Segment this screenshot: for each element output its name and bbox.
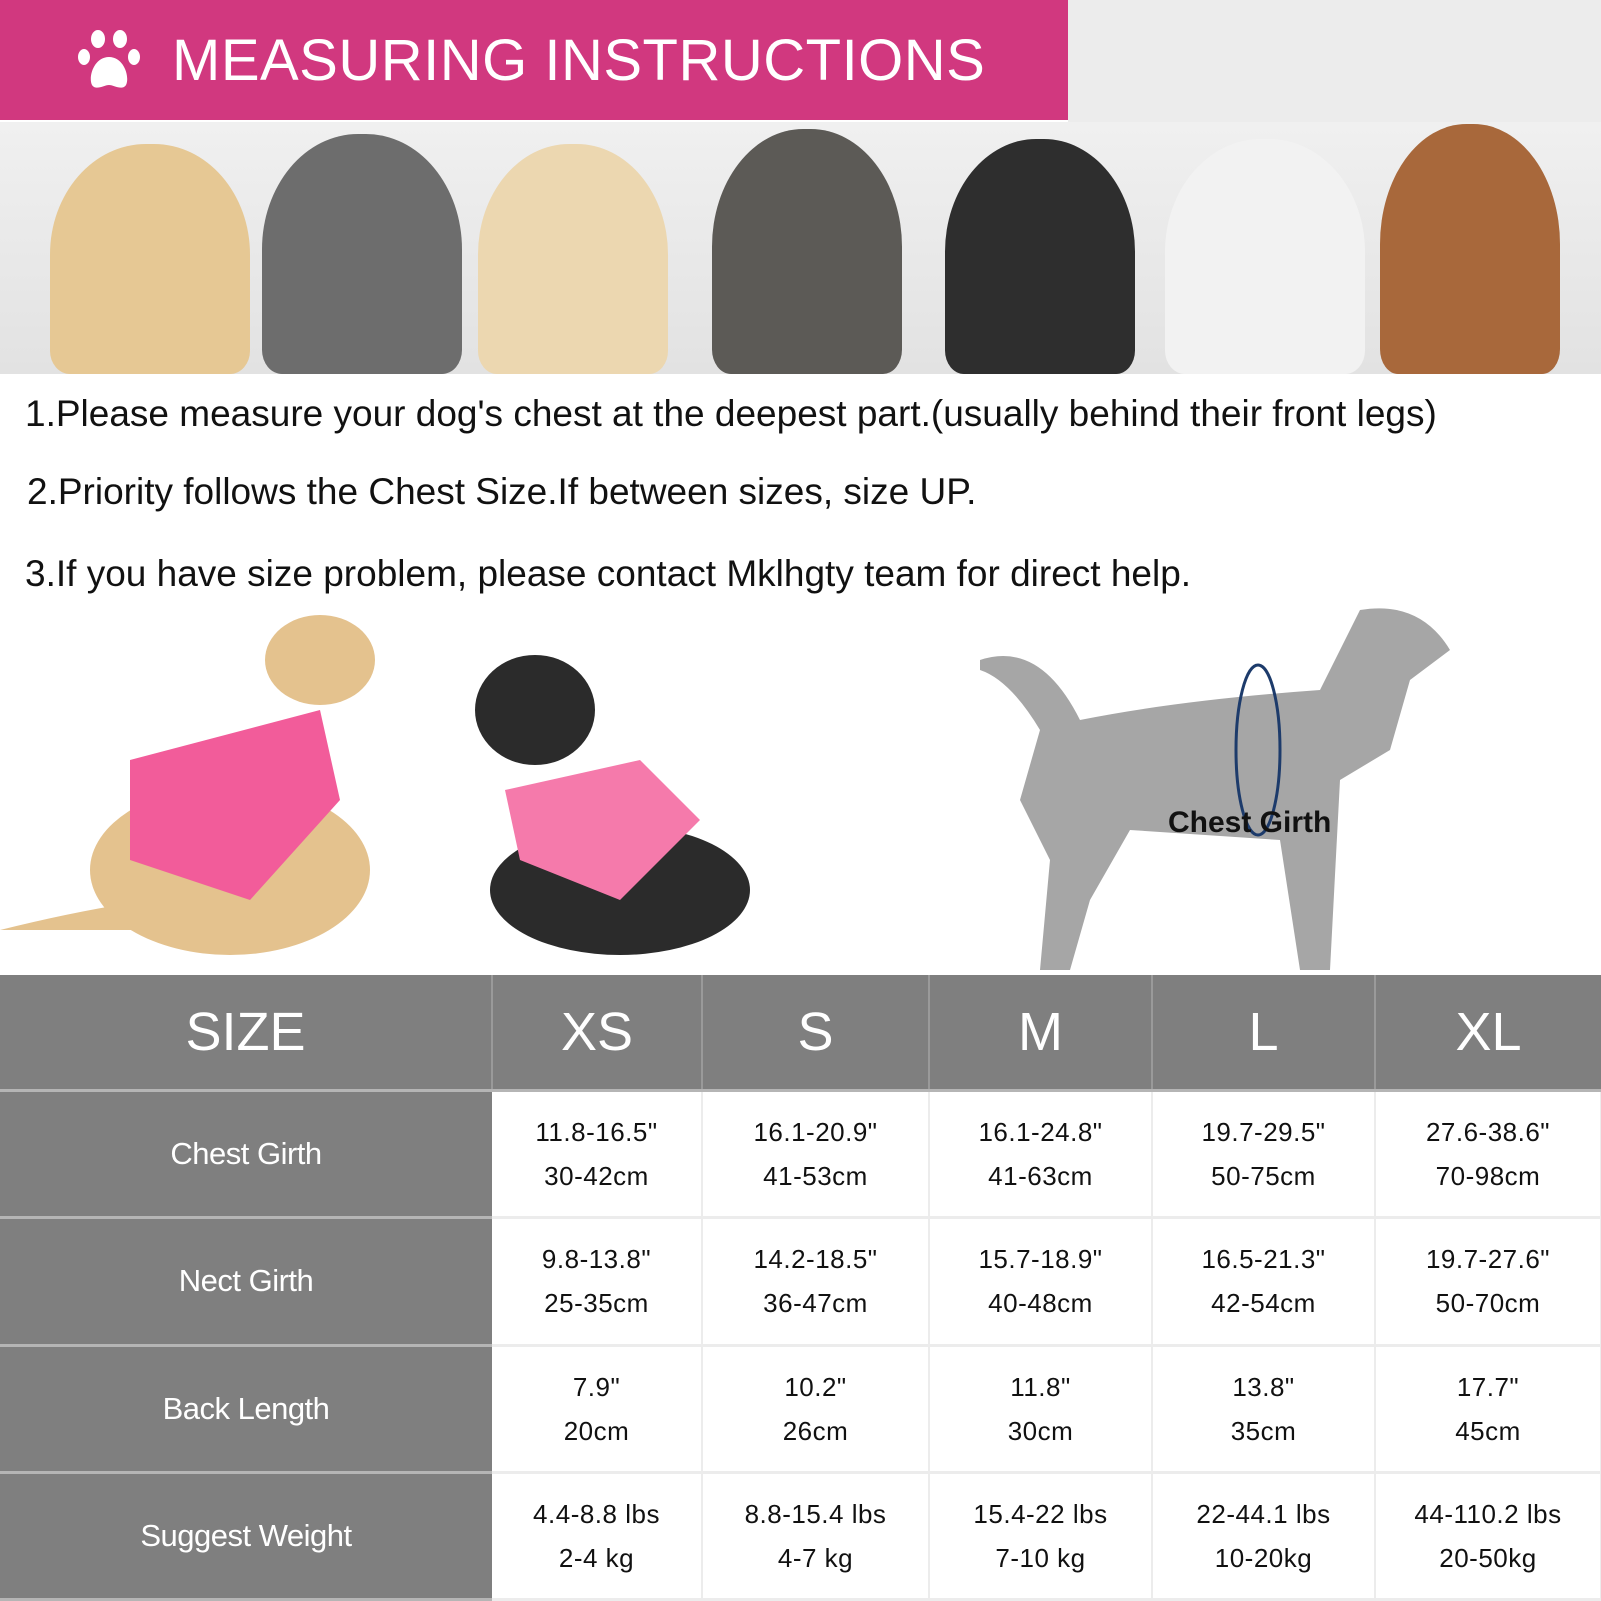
column-header: SIZE <box>0 975 493 1092</box>
chest-girth-label: Chest Girth <box>1168 806 1331 839</box>
dog-photo <box>1165 139 1365 374</box>
table-cell: 13.8" 35cm <box>1152 1345 1376 1474</box>
metric-value: 20-50kg <box>1439 1542 1537 1573</box>
imperial-value: 22-44.1 lbs <box>1196 1498 1331 1529</box>
imperial-value: 4.4-8.8 lbs <box>533 1498 660 1529</box>
imperial-value: 8.8-15.4 lbs <box>744 1498 887 1529</box>
imperial-value: 16.1-20.9" <box>753 1117 878 1148</box>
table-cell: 7.9" 20cm <box>492 1345 703 1474</box>
metric-value: 40-48cm <box>988 1288 1093 1319</box>
table-cell: 8.8-15.4 lbs 4-7 kg <box>702 1472 930 1601</box>
table-cell: 19.7-29.5" 50-75cm <box>1152 1090 1376 1220</box>
column-header: M <box>929 975 1153 1092</box>
imperial-value: 19.7-27.6" <box>1425 1244 1551 1275</box>
metric-value: 35cm <box>1230 1415 1297 1446</box>
instruction-3: 3.If you have size problem, please conta… <box>25 553 1192 594</box>
table-cell: 15.7-18.9" 40-48cm <box>929 1217 1153 1347</box>
table-cell: 44-110.2 lbs 20-50kg <box>1375 1472 1601 1601</box>
metric-value: 10-20kg <box>1214 1542 1313 1573</box>
size-table: SIZE XS S M L XL Chest Girth 11.8-16.5" 30… <box>0 975 1601 1601</box>
imperial-value: 16.1-24.8" <box>978 1117 1103 1148</box>
metric-value: 70-98cm <box>1435 1161 1541 1192</box>
dog-photo <box>1380 124 1560 374</box>
table-row: Back Length 7.9" 20cm 10.2" 26cm 11.8" 30cm 13.… <box>0 1345 1601 1474</box>
metric-value: 25-35cm <box>544 1288 649 1319</box>
metric-value: 50-75cm <box>1211 1161 1316 1192</box>
metric-value: 2-4 kg <box>558 1542 635 1573</box>
metric-value: 4-7 kg <box>777 1542 854 1573</box>
metric-value: 20cm <box>563 1415 630 1446</box>
instruction-1: 1.Please measure your dog's chest at the… <box>25 393 1437 434</box>
imperial-value: 11.8" <box>1010 1371 1071 1402</box>
table-cell: 4.4-8.8 lbs 2-4 kg <box>492 1472 703 1601</box>
imperial-value: 15.4-22 lbs <box>973 1498 1108 1529</box>
imperial-value: 27.6-38.6" <box>1425 1117 1551 1148</box>
imperial-value: 19.7-29.5" <box>1201 1117 1326 1148</box>
table-cell: 10.2" 26cm <box>702 1345 930 1474</box>
metric-value: 30-42cm <box>544 1161 649 1192</box>
imperial-value: 15.7-18.9" <box>978 1244 1103 1275</box>
table-cell: 19.7-27.6" 50-70cm <box>1375 1217 1601 1347</box>
table-cell: 16.1-20.9" 41-53cm <box>702 1090 930 1220</box>
paw-icon <box>78 30 140 88</box>
size-table-header: SIZE XS S M L XL <box>0 975 1601 1092</box>
dog-photo-strip <box>0 122 1601 374</box>
metric-value: 30cm <box>1007 1415 1074 1446</box>
column-header: S <box>702 975 930 1092</box>
row-label: Back Length <box>0 1345 492 1474</box>
row-label: Suggest Weight <box>0 1472 492 1601</box>
table-row: Chest Girth 11.8-16.5" 30-42cm 16.1-20.9" 41… <box>0 1090 1601 1220</box>
column-header: XS <box>492 975 703 1092</box>
dog-photo <box>712 129 902 374</box>
metric-value: 26cm <box>782 1415 849 1446</box>
metric-value: 42-54cm <box>1211 1288 1316 1319</box>
imperial-value: 11.8-16.5" <box>535 1117 658 1148</box>
table-cell: 27.6-38.6" 70-98cm <box>1375 1090 1601 1220</box>
table-cell: 16.5-21.3" 42-54cm <box>1152 1217 1376 1347</box>
table-cell: 22-44.1 lbs 10-20kg <box>1152 1472 1376 1601</box>
dog-photo <box>478 144 668 374</box>
imperial-value: 14.2-18.5" <box>753 1244 878 1275</box>
metric-value: 7-10 kg <box>995 1542 1086 1573</box>
table-row: Suggest Weight 4.4-8.8 lbs 2-4 kg 8.8-15.4 … <box>0 1472 1601 1601</box>
column-header: L <box>1152 975 1376 1092</box>
dog-photo <box>262 134 462 374</box>
imperial-value: 9.8-13.8" <box>541 1244 652 1275</box>
imperial-value: 13.8" <box>1232 1371 1295 1402</box>
dog-photo <box>945 139 1135 374</box>
instruction-2: 2.Priority follows the Chest Size.If bet… <box>27 471 977 512</box>
imperial-value: 44-110.2 lbs <box>1414 1498 1562 1529</box>
table-cell: 14.2-18.5" 36-47cm <box>702 1217 930 1347</box>
table-cell: 17.7" 45cm <box>1375 1345 1601 1474</box>
metric-value: 41-63cm <box>988 1161 1093 1192</box>
column-header: XL <box>1375 975 1601 1092</box>
metric-value: 36-47cm <box>763 1288 868 1319</box>
page-title: MEASURING INSTRUCTIONS <box>172 27 986 93</box>
banner-background <box>1068 0 1601 125</box>
table-cell: 16.1-24.8" 41-63cm <box>929 1090 1153 1220</box>
row-label: Chest Girth <box>0 1090 492 1220</box>
imperial-value: 16.5-21.3" <box>1201 1244 1326 1275</box>
dogs-wearing-life-vest-photo <box>0 615 750 955</box>
metric-value: 45cm <box>1455 1415 1521 1446</box>
table-cell: 11.8-16.5" 30-42cm <box>492 1090 703 1220</box>
table-cell: 11.8" 30cm <box>929 1345 1153 1474</box>
table-cell: 9.8-13.8" 25-35cm <box>492 1217 703 1347</box>
header-banner: MEASURING INSTRUCTIONS <box>0 0 1068 120</box>
metric-value: 50-70cm <box>1435 1288 1541 1319</box>
chest-girth-diagram: Chest Girth <box>980 608 1450 970</box>
table-row: Nect Girth 9.8-13.8" 25-35cm 14.2-18.5" 36-4… <box>0 1217 1601 1347</box>
metric-value: 41-53cm <box>763 1161 868 1192</box>
dog-photo <box>50 144 250 374</box>
imperial-value: 17.7" <box>1456 1371 1520 1402</box>
imperial-value: 10.2" <box>784 1371 847 1402</box>
imperial-value: 7.9" <box>572 1371 621 1402</box>
row-label: Nect Girth <box>0 1217 492 1347</box>
table-cell: 15.4-22 lbs 7-10 kg <box>929 1472 1153 1601</box>
